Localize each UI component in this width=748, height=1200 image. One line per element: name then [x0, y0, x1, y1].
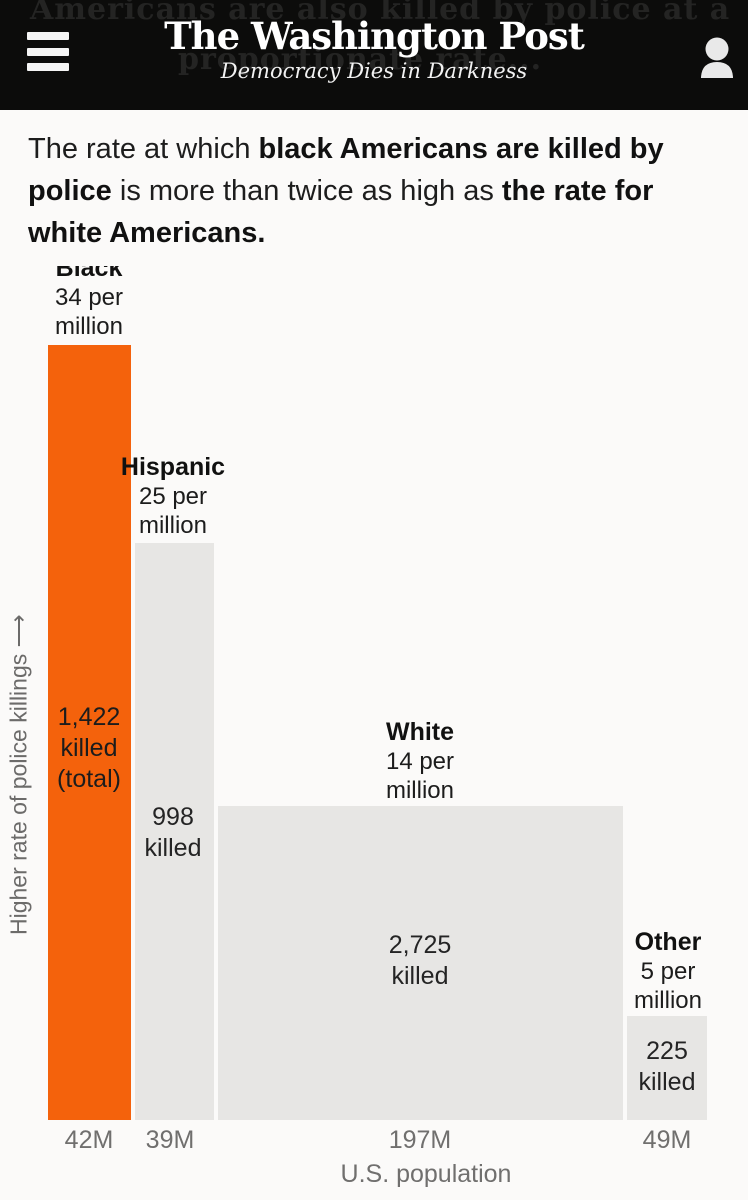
killed-word: killed: [60, 734, 118, 762]
group-rate: million: [633, 987, 702, 1014]
population-label-hispanic: 39M: [145, 1126, 195, 1154]
population-label-black: 42M: [64, 1126, 114, 1154]
group-name: Other: [634, 928, 702, 956]
killed-count: 998: [152, 803, 194, 831]
group-rate: 5 per: [640, 958, 696, 985]
background-article-text: proportionate rate...: [178, 42, 543, 77]
population-label-other: 49M: [642, 1126, 692, 1154]
hamburger-icon: [27, 32, 69, 40]
group-rate: 25 per: [138, 483, 208, 510]
app-header: Americans are also killed by police at a…: [0, 0, 748, 110]
hamburger-icon: [27, 63, 69, 71]
group-label-black: Black 34 per million: [19, 266, 159, 342]
washington-post-logo[interactable]: The Washington Post: [164, 14, 585, 58]
masthead: The Washington Post Democracy Dies in Da…: [0, 0, 748, 83]
group-rate: 34 per: [54, 284, 124, 311]
background-article-text: Americans are also killed by police at a: [30, 0, 731, 27]
x-axis-label: U.S. population: [340, 1160, 512, 1188]
group-rate: million: [385, 777, 454, 804]
bar-white: [218, 806, 623, 1120]
killed-word: killed: [391, 962, 449, 990]
killed-label-white: 2,725 killed: [350, 930, 490, 992]
group-label-other: Other 5 per million: [598, 928, 738, 1015]
menu-button[interactable]: [27, 32, 69, 71]
group-name: Hispanic: [120, 453, 226, 481]
killed-label-black: 1,422 killed (total): [19, 702, 159, 795]
user-icon: [701, 37, 733, 78]
killed-label-hispanic: 998 killed: [103, 802, 243, 864]
group-rate: 14 per: [385, 748, 455, 775]
killed-count: 1,422: [57, 703, 121, 731]
headline-text-bold: black Americans are killed by police: [28, 133, 664, 207]
headline-text-bold: the rate for white Americans.: [28, 175, 654, 249]
headline-text: is more than twice as high as: [111, 175, 502, 207]
group-name: Black: [55, 266, 123, 282]
killed-total-note: (total): [57, 765, 121, 793]
killed-word: killed: [638, 1068, 696, 1096]
bar-other: [627, 1016, 707, 1120]
hamburger-icon: [27, 47, 69, 56]
bar-black: [48, 345, 131, 1120]
group-rate: million: [54, 313, 123, 340]
tagline: Democracy Dies in Darkness: [220, 59, 528, 83]
chart-headline: The rate at which black Americans are ki…: [28, 128, 728, 254]
killed-word: killed: [144, 834, 202, 862]
profile-button[interactable]: [696, 36, 738, 80]
group-label-white: White 14 per million: [350, 718, 490, 805]
group-label-hispanic: Hispanic 25 per million: [103, 453, 243, 540]
killed-count: 2,725: [388, 931, 452, 959]
killed-count: 225: [646, 1037, 688, 1065]
headline-text: The rate at which: [28, 133, 259, 165]
group-rate: million: [138, 512, 207, 539]
group-name: White: [385, 718, 455, 746]
killed-label-other: 225 killed: [597, 1036, 737, 1098]
bar-hispanic: [135, 543, 214, 1120]
population-label-white: 197M: [388, 1126, 452, 1154]
